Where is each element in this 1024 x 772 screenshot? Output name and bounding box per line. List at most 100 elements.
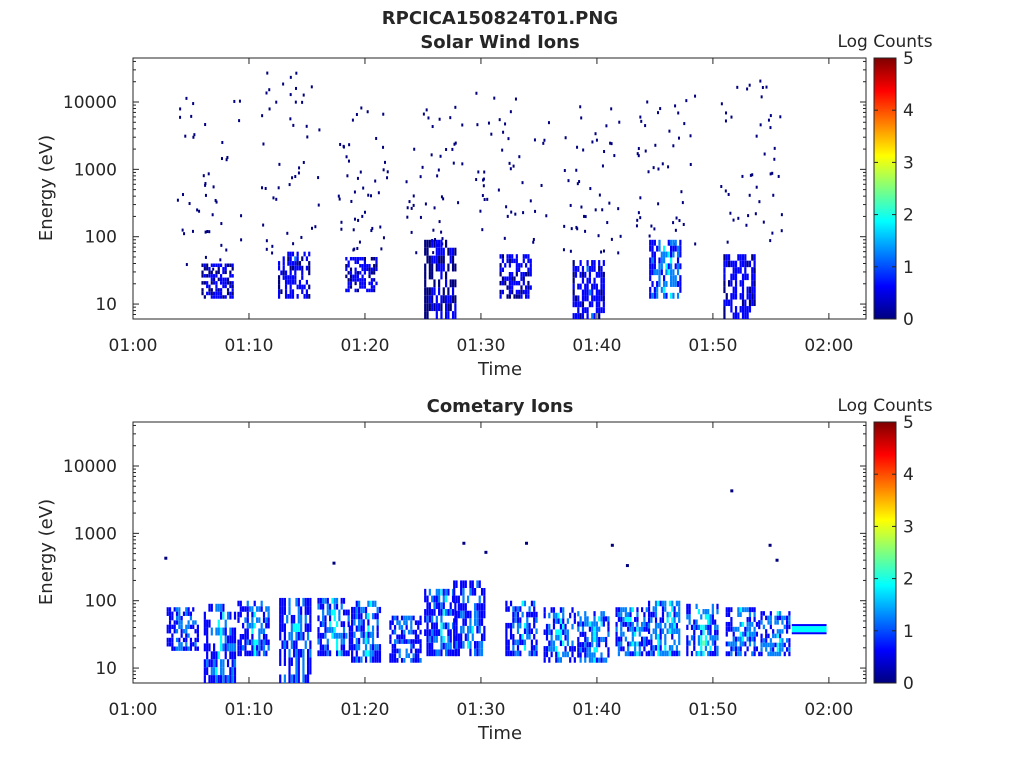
data-cell	[629, 651, 632, 657]
data-cell	[525, 294, 528, 299]
data-cell	[438, 239, 441, 248]
data-cell	[543, 607, 546, 613]
data-cell	[714, 619, 717, 625]
data-cell	[361, 264, 364, 268]
data-cell	[370, 288, 373, 293]
data-cell	[370, 271, 373, 275]
data-cell	[746, 621, 749, 627]
data-cell	[424, 239, 427, 248]
data-point	[514, 97, 517, 101]
data-cell	[262, 645, 266, 651]
data-point	[215, 200, 218, 204]
data-cell	[636, 617, 639, 622]
data-cell	[428, 287, 431, 296]
data-cell	[505, 606, 508, 612]
data-cell	[301, 265, 304, 271]
data-cell	[428, 271, 431, 280]
data-cell	[454, 295, 457, 304]
data-cell	[571, 651, 574, 658]
data-cell	[442, 642, 445, 650]
data-cell	[523, 628, 527, 634]
data-cell	[378, 650, 382, 657]
data-cell	[652, 606, 655, 612]
data-cell	[649, 292, 652, 299]
data-cell	[171, 642, 174, 647]
data-cell	[301, 275, 304, 280]
data-cell	[723, 280, 726, 287]
data-cell	[593, 652, 596, 658]
data-cell	[671, 645, 674, 651]
data-cell	[333, 632, 336, 639]
data-cell	[769, 642, 772, 648]
data-cell	[206, 667, 209, 676]
data-cell	[600, 307, 603, 314]
data-cell	[294, 270, 297, 276]
data-cell	[753, 612, 756, 618]
data-cell	[295, 657, 298, 666]
data-point	[773, 157, 776, 161]
data-cell	[260, 606, 263, 612]
data-cell	[788, 647, 791, 652]
data-point	[424, 202, 427, 206]
data-cell	[213, 295, 216, 299]
data-cell	[349, 285, 353, 289]
data-cell	[361, 278, 364, 282]
data-cell	[356, 274, 360, 279]
data-cell	[480, 610, 484, 619]
data-cell	[525, 285, 528, 290]
data-cell	[206, 659, 209, 668]
data-cell	[398, 620, 401, 626]
data-point	[681, 201, 684, 205]
data-point	[610, 543, 614, 547]
data-cell	[226, 288, 230, 292]
data-cell	[367, 613, 370, 620]
data-cell	[651, 269, 654, 276]
data-cell	[586, 307, 589, 314]
data-point	[745, 223, 748, 227]
data-point	[176, 198, 179, 202]
data-cell	[516, 606, 520, 612]
data-point	[583, 214, 586, 218]
data-cell	[649, 286, 652, 293]
data-cell	[525, 254, 528, 259]
data-cell	[281, 640, 284, 649]
data-cell	[226, 635, 230, 644]
data-cell	[306, 597, 310, 607]
data-cell	[651, 281, 654, 287]
data-point	[382, 236, 385, 240]
data-cell	[281, 606, 284, 615]
data-point	[432, 228, 435, 232]
data-cell	[629, 621, 632, 627]
data-cell	[360, 619, 363, 626]
data-cell	[444, 303, 448, 312]
data-cell	[295, 665, 298, 675]
data-cell	[602, 621, 605, 627]
data-point	[301, 100, 304, 104]
data-cell	[650, 611, 653, 618]
data-cell	[201, 263, 204, 268]
data-cell	[732, 312, 735, 319]
data-cell	[776, 651, 779, 657]
data-cell	[581, 295, 585, 302]
data-cell	[676, 292, 680, 299]
data-cell	[295, 648, 298, 658]
data-cell	[533, 650, 536, 657]
data-cell	[428, 239, 431, 248]
data-cell	[769, 615, 772, 621]
data-cell	[363, 278, 367, 282]
data-cell	[473, 648, 477, 657]
data-cell	[431, 287, 434, 296]
data-cell	[291, 261, 295, 266]
data-cell	[403, 629, 406, 635]
data-cell	[206, 651, 209, 660]
data-cell	[362, 606, 365, 614]
data-cell	[746, 286, 749, 294]
data-cell	[643, 641, 646, 647]
data-cell	[194, 646, 197, 651]
data-cell	[440, 588, 443, 596]
data-cell	[284, 294, 288, 299]
data-cell	[595, 642, 598, 648]
data-cell	[617, 641, 621, 647]
data-cell	[410, 648, 413, 654]
data-cell	[695, 624, 698, 630]
